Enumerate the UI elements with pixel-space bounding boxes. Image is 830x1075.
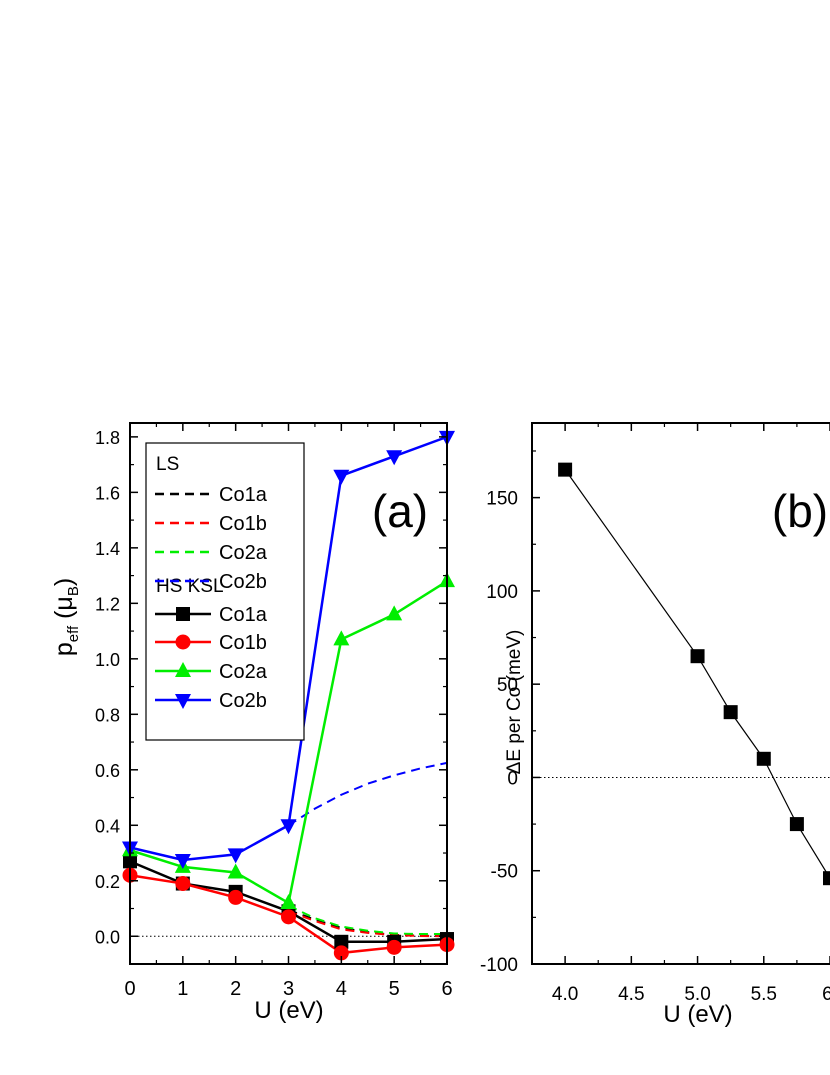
x-tick-label: 6	[441, 978, 452, 1000]
legend: LS HS KSL Co1a Co1b Co2a Co2b Co1a Co1b Co2a Co2b	[145, 442, 305, 741]
panel-label: (b)	[772, 485, 828, 537]
legend-label: Co2b	[219, 690, 267, 712]
legend-label: Co1a	[219, 484, 268, 506]
data-point	[558, 462, 573, 477]
series-group	[122, 430, 455, 961]
legend-marker	[176, 607, 190, 621]
data-point	[281, 909, 296, 925]
data-point	[756, 751, 771, 766]
data-point	[228, 889, 244, 905]
series-line-co2a	[288, 904, 447, 936]
axis-ticks: 4.0 4.5 5.0 5.5 6. -100 -50 0 50 100 150	[480, 423, 830, 1005]
data-point	[723, 705, 738, 720]
data-point	[386, 939, 402, 955]
legend-marker	[175, 662, 191, 677]
y-tick-label: 0	[507, 768, 518, 789]
data-point	[333, 630, 350, 646]
data-point	[789, 817, 804, 832]
x-tick-label: 5.5	[751, 984, 777, 1005]
data-point	[690, 649, 705, 664]
x-axis-label: U (eV)	[254, 997, 323, 1024]
legend-marker	[175, 634, 191, 650]
y-label-subscript: B	[65, 586, 82, 596]
plot-frame	[531, 422, 830, 965]
data-point	[334, 934, 349, 949]
y-tick-label: 0.0	[95, 927, 120, 947]
data-point	[386, 605, 403, 621]
y-tick-label: 1.6	[95, 483, 120, 503]
x-tick-label: 2	[230, 978, 241, 1000]
y-tick-label: 0.8	[95, 705, 120, 725]
y-axis-label: peff (μB)	[50, 578, 82, 656]
legend-marker	[175, 694, 191, 709]
legend-label: Co2a	[219, 542, 268, 564]
y-tick-label: 1.2	[95, 594, 120, 614]
legend-label: Co1b	[219, 632, 267, 654]
series-line-co1b	[288, 910, 448, 938]
legend-label: Co2a	[219, 661, 268, 683]
y-label-part: p	[50, 642, 78, 656]
y-axis-label: ΔE per Co (meV)	[504, 630, 525, 775]
x-tick-label: 6.	[822, 984, 830, 1005]
axis-ticks: 0 1 2 3 4 5 6 0.0 0.2 0.4 0.6 0.8 1.0 1.2 1.4 1.6 1.8	[95, 423, 453, 1000]
series-group	[558, 462, 830, 886]
data-point	[175, 876, 191, 892]
data-point	[174, 853, 191, 869]
panel-b: 4.0 4.5 5.0 5.5 6. -100 -50 0 50 100 150 (b) U (eV…	[480, 422, 830, 1028]
y-tick-label: 100	[486, 582, 518, 603]
legend-label: Co1a	[219, 604, 268, 626]
x-tick-label: 4	[336, 978, 347, 1000]
x-tick-label: 3	[283, 978, 294, 1000]
y-label-part: )	[50, 578, 78, 586]
panel-label: (a)	[372, 485, 428, 537]
y-tick-label: -50	[491, 862, 518, 883]
x-tick-label: 5.0	[684, 984, 710, 1005]
x-tick-label: 0	[124, 978, 135, 1000]
legend-label: Co2b	[219, 571, 267, 593]
data-point	[333, 469, 350, 485]
data-point	[333, 945, 349, 961]
y-tick-label: 0.2	[95, 872, 120, 892]
x-axis-label: U (eV)	[663, 1001, 732, 1028]
series-line-co2b	[287, 761, 448, 827]
data-point	[280, 819, 297, 835]
legend-group-title: HS KSL	[156, 576, 224, 597]
y-tick-label: 0.4	[95, 816, 120, 836]
legend-box	[145, 442, 305, 741]
data-point	[280, 893, 297, 909]
y-tick-label: 150	[486, 489, 518, 510]
data-point	[823, 871, 830, 886]
data-point	[227, 848, 244, 864]
y-label-subscript: eff	[65, 625, 82, 642]
data-point	[386, 450, 403, 466]
legend-group-title: LS	[156, 454, 179, 475]
x-tick-label: 5	[389, 978, 400, 1000]
y-tick-label: 50	[497, 675, 518, 696]
y-tick-label: 0.6	[95, 761, 120, 781]
y-tick-label: 1.8	[95, 428, 120, 448]
y-label-part: (μ	[50, 596, 78, 626]
legend-label: Co1b	[219, 513, 267, 535]
y-tick-label: 1.0	[95, 650, 120, 670]
data-point	[227, 863, 244, 879]
x-tick-label: 4.0	[552, 984, 578, 1005]
y-tick-label: -100	[480, 955, 518, 976]
x-tick-label: 1	[177, 978, 188, 1000]
panel-a: 0 1 2 3 4 5 6 0.0 0.2 0.4 0.6 0.8 1.0 1.2 1.4 1.6 1.8 LS…	[50, 422, 455, 1024]
x-tick-label: 4.5	[618, 984, 644, 1005]
y-tick-label: 1.4	[95, 539, 120, 559]
series-line	[564, 469, 830, 879]
